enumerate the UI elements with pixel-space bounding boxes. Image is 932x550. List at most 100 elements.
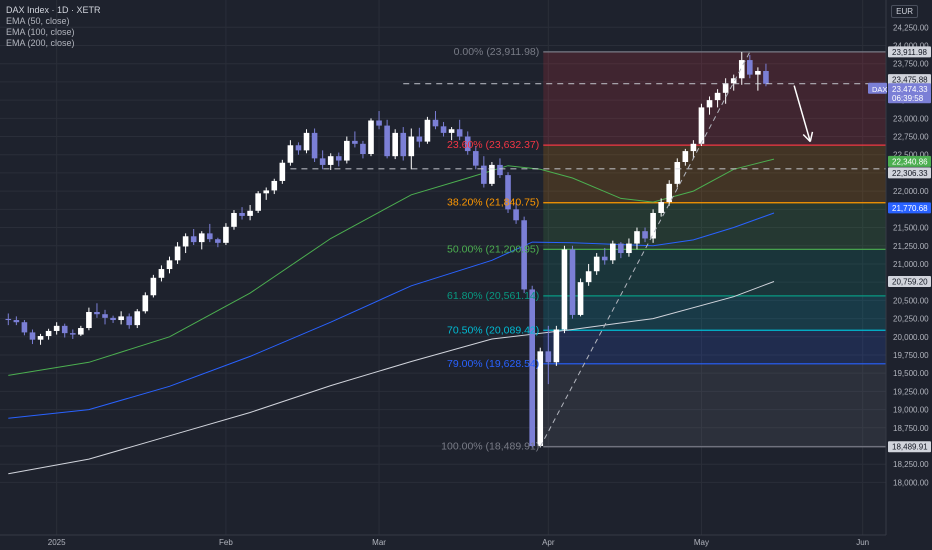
candle-body: [618, 243, 624, 254]
price-tick-label: 18,250.00: [893, 460, 929, 469]
price-tag: 06:39:58: [892, 94, 924, 103]
candle-body: [722, 83, 729, 93]
candle-body: [513, 209, 519, 221]
candle-body: [303, 132, 310, 151]
candle-body: [198, 233, 205, 243]
candle-body: [376, 120, 382, 126]
legend-ema-50[interactable]: EMA (50, close): [6, 16, 70, 26]
down-arrow: [793, 85, 811, 142]
candle-body: [521, 220, 527, 290]
candle-body: [545, 351, 552, 363]
fib-label: 50.00% (21,200.95): [447, 243, 539, 255]
candle-body: [682, 151, 689, 163]
candle-body: [190, 236, 197, 243]
fib-label: 79.00% (19,628.54): [447, 358, 539, 370]
time-tick-label: Mar: [372, 538, 386, 547]
fib-zone: [543, 295, 886, 331]
chart-overlays: [290, 51, 886, 447]
price-tick-label: 21,500.00: [893, 224, 929, 233]
candle-body: [360, 143, 366, 154]
ema-200-line: [8, 281, 775, 475]
candle-body: [666, 183, 673, 203]
price-tick-label: 23,000.00: [893, 114, 929, 123]
candle-body: [593, 256, 600, 272]
price-tick-label: 23,750.00: [893, 60, 929, 69]
candle-body: [29, 332, 36, 340]
candle-body: [464, 136, 471, 152]
price-tick-label: 18,750.00: [893, 424, 929, 433]
price-tick-label: 20,250.00: [893, 315, 929, 324]
price-tag-bg: [888, 167, 931, 179]
price-tick-label: 24,250.00: [893, 23, 929, 32]
arrow-head: [802, 133, 811, 143]
trend-line: [539, 51, 751, 447]
candle-body: [53, 325, 60, 331]
fib-zones: [543, 51, 886, 448]
candle-body: [448, 129, 455, 133]
candle-body: [690, 143, 697, 152]
candle-body: [13, 320, 20, 323]
candle-body: [287, 145, 294, 163]
candle-body: [263, 190, 270, 194]
candle-body: [231, 212, 237, 227]
fib-label: 61.80% (20,561.14): [447, 290, 539, 302]
time-tick-label: 2025: [48, 538, 66, 547]
candle-body: [400, 132, 407, 157]
candle-body: [94, 312, 100, 315]
candle-body: [577, 282, 584, 315]
candle-body: [166, 260, 173, 270]
price-tick-label: 21,250.00: [893, 242, 929, 251]
candle-body: [344, 140, 350, 161]
legend-ema-200[interactable]: EMA (200, close): [6, 38, 75, 48]
candle-body: [505, 175, 511, 210]
price-tick-label: 19,250.00: [893, 387, 929, 396]
arrow-head: [809, 131, 814, 142]
price-tick-label: 21,000.00: [893, 260, 929, 269]
price-tag: 23,911.98: [892, 48, 928, 57]
candle-body: [755, 70, 761, 75]
price-tag: 21,770.68: [892, 204, 928, 213]
legend-ema-100[interactable]: EMA (100, close): [6, 27, 75, 37]
price-tag-bg: [888, 83, 931, 95]
candle-body: [569, 249, 576, 315]
candle-body: [247, 210, 253, 216]
price-tag-bg: [888, 92, 931, 104]
price-tick-label: 19,750.00: [893, 351, 929, 360]
fib-zone: [543, 202, 886, 250]
price-tick-label: 18,000.00: [893, 478, 929, 487]
candle-body: [537, 351, 544, 446]
candle-body: [61, 325, 68, 334]
ema-100-line: [8, 212, 775, 419]
candle-body: [255, 193, 261, 211]
price-tag: 22,306.33: [892, 169, 928, 178]
candle-body: [384, 125, 390, 157]
candle-body: [207, 233, 213, 240]
ema-50-line: [8, 158, 775, 376]
price-tick-label: 20,000.00: [893, 333, 929, 342]
candle-body: [747, 60, 753, 75]
candle-body: [215, 239, 221, 243]
fib-zone: [543, 145, 886, 203]
candle-body: [335, 156, 342, 161]
candle-body: [311, 132, 318, 159]
dax-tag-bg: [868, 82, 887, 94]
candle-body: [223, 226, 229, 243]
time-tick-label: Apr: [542, 538, 555, 547]
candle-body: [489, 164, 495, 184]
candle-body: [239, 212, 245, 216]
candle-body: [497, 164, 503, 176]
fib-label: 23.60% (23,632.37): [447, 139, 539, 151]
candle-body: [634, 231, 640, 244]
currency-label[interactable]: EUR: [891, 5, 918, 18]
price-tag: 22,340.86: [892, 157, 928, 166]
fib-zone: [543, 249, 886, 296]
price-tag: 18,489.91: [892, 443, 928, 452]
price-tick-label: 22,500.00: [893, 151, 929, 160]
candle-body: [142, 295, 149, 312]
candle-body: [561, 249, 568, 330]
candle-body: [271, 180, 278, 191]
fib-label: 70.50% (20,089.42): [447, 324, 539, 336]
candle-body: [730, 78, 737, 84]
candle-body: [319, 158, 326, 165]
